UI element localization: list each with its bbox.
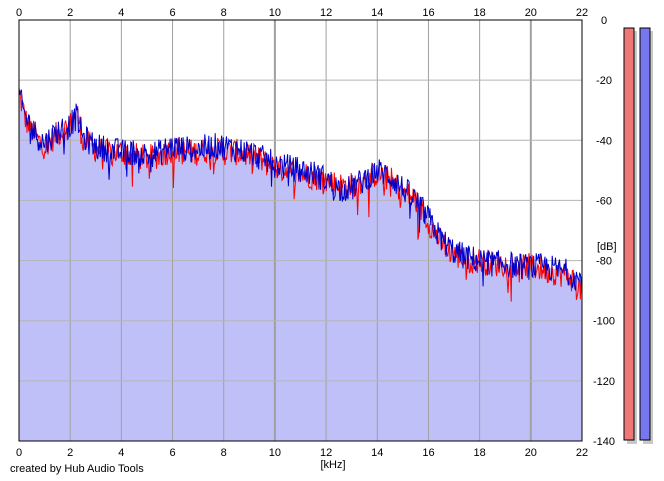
x-tick-top-3: 6 xyxy=(169,7,175,19)
x-tick-labels-top: 0 2 4 6 8 10 12 14 16 18 20 22 xyxy=(16,7,588,19)
x-axis-label: [kHz] xyxy=(320,459,345,471)
x-tick-top-9: 18 xyxy=(474,7,486,19)
level-meters xyxy=(623,27,653,444)
x-tick-top-5: 10 xyxy=(269,7,281,19)
x-tick-top-1: 2 xyxy=(67,7,73,19)
credit-text: created by Hub Audio Tools xyxy=(10,463,144,475)
x-tick-labels-bottom: 0 2 4 6 8 10 12 14 16 18 20 22 xyxy=(16,447,588,459)
y-tick-7: -140 xyxy=(593,436,615,448)
fill-area xyxy=(19,92,582,441)
x-tick-top-0: 0 xyxy=(16,7,22,19)
x-tick-bottom-1: 2 xyxy=(67,447,73,459)
y-tick-1: -20 xyxy=(596,75,612,87)
spectrum-fill-area xyxy=(19,92,582,441)
x-tick-top-11: 22 xyxy=(576,7,588,19)
x-tick-bottom-2: 4 xyxy=(118,447,124,459)
x-tick-bottom-3: 6 xyxy=(169,447,175,459)
y-axis-label: [dB] xyxy=(597,241,617,253)
x-tick-bottom-0: 0 xyxy=(16,447,22,459)
x-tick-top-4: 8 xyxy=(221,7,227,19)
x-tick-bottom-10: 20 xyxy=(525,447,537,459)
y-tick-3: -60 xyxy=(596,195,612,207)
x-tick-bottom-5: 10 xyxy=(269,447,281,459)
x-tick-bottom-7: 14 xyxy=(371,447,383,459)
y-tick-labels: 0 -20 -40 -60 -80 -100 -120 -140 xyxy=(593,15,615,448)
x-tick-top-2: 4 xyxy=(118,7,124,19)
y-tick-0: 0 xyxy=(601,15,607,27)
x-tick-top-8: 16 xyxy=(422,7,434,19)
series-lines xyxy=(18,87,583,302)
x-tick-bottom-8: 16 xyxy=(422,447,434,459)
plot-border xyxy=(18,19,583,442)
level-meter-1 xyxy=(639,27,651,441)
y-tick-6: -120 xyxy=(593,376,615,388)
x-tick-bottom-9: 18 xyxy=(474,447,486,459)
x-tick-top-7: 14 xyxy=(371,7,383,19)
level-meter-0 xyxy=(623,27,635,441)
y-tick-2: -40 xyxy=(596,135,612,147)
x-tick-bottom-11: 22 xyxy=(576,447,588,459)
x-tick-top-10: 20 xyxy=(525,7,537,19)
x-tick-bottom-4: 8 xyxy=(221,447,227,459)
x-tick-bottom-6: 12 xyxy=(320,447,332,459)
x-tick-top-6: 12 xyxy=(320,7,332,19)
y-tick-4: -80 xyxy=(596,256,612,268)
y-tick-5: -100 xyxy=(593,316,615,328)
series-line-1 xyxy=(18,89,583,296)
